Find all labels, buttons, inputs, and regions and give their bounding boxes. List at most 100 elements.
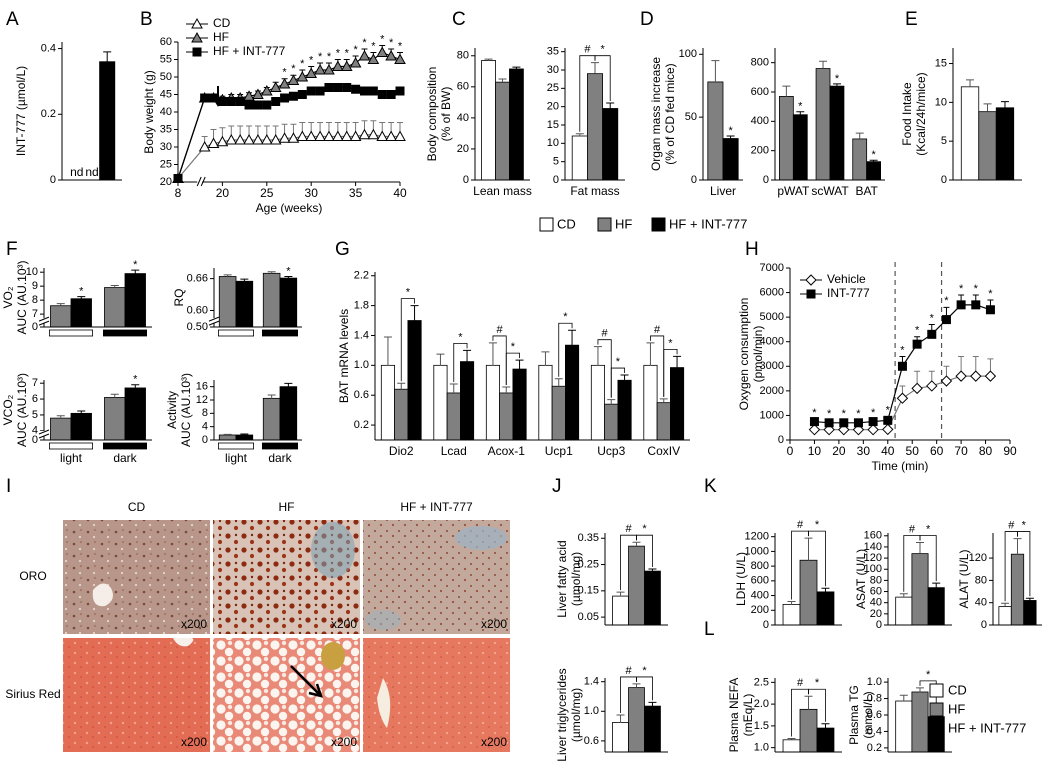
error-bar [575,133,584,136]
bar [99,61,116,181]
marker [296,70,309,82]
error-bar [463,349,472,362]
marker [806,289,816,299]
significance: * [616,356,621,368]
bar [978,111,997,181]
x-tick-label: Fat mass [570,184,619,198]
significance: * [458,331,463,343]
bar [866,161,882,181]
y-tick-label: 80 [975,574,987,586]
magnification: x200 [481,735,507,749]
significance: * [79,286,84,298]
significance: * [798,101,803,113]
error-bar [616,591,625,597]
marker [269,133,282,145]
bar [565,344,580,441]
y-tick-label: 60 [457,81,469,93]
y-tick-label: 1.0 [867,676,882,688]
y-tick-label: 100 [679,48,697,60]
row-label: ORO [19,569,46,583]
y-tick-label: 0.6 [867,709,882,721]
marker [331,130,344,141]
magnification: x200 [181,735,207,749]
error-bar [56,415,65,419]
y-tick-label: 20 [160,176,172,188]
significance-bracket [663,348,678,397]
significance: * [915,325,920,337]
marker [912,339,922,349]
marker [805,274,817,286]
legend-swatch [651,217,666,232]
y-tick-label: 60 [160,36,172,48]
y-tick-label: 0 [876,619,882,631]
marker [340,60,353,71]
marker [262,100,272,110]
marker [191,17,203,29]
y-axis-label: ALAT (U/L) [957,550,971,609]
y-tick-label: 0 [32,321,38,333]
bar [235,280,254,328]
legend-label: HF + INT-777 [213,44,286,58]
bar [509,68,524,181]
x-tick-label: 30 [305,186,319,200]
y-tick-label: 3000 [760,360,784,372]
error-bar [502,386,511,393]
error-bar [832,83,841,87]
y-tick-label: 0.8 [867,692,882,704]
error-bar [726,135,735,139]
significance: * [812,407,817,419]
significance: * [988,288,993,300]
bar [707,81,724,181]
error-bar [515,359,524,370]
bar [911,553,929,626]
significance-bracket [1017,531,1031,597]
significance: # [497,324,504,336]
marker [252,88,264,99]
error-bar [240,278,249,282]
error-bar [804,537,813,561]
bar [104,287,126,328]
error-bar [606,102,615,109]
axis-break [208,316,220,326]
bar [617,379,632,441]
vessel [92,583,113,607]
significance-bracket [919,535,937,582]
x-tick-label: CoxIV [647,444,680,458]
error-bar [284,275,293,279]
significance-bracket [505,352,520,385]
bar [279,277,298,328]
y-axis-label: Liver triglycerides [555,668,569,761]
error-bar [607,399,616,405]
y-axis-label: ASAT (U/L) [854,549,868,609]
x-tick-label: 80 [979,444,993,458]
bar [604,403,619,441]
marker [331,60,344,71]
magnification: x200 [331,735,357,749]
x-tick-label: 8 [175,186,182,200]
y-tick-label: 5 [553,156,559,168]
bar [602,108,619,181]
marker [340,130,353,141]
marker [191,31,203,43]
y-tick-label: 55 [160,53,172,65]
y-tick-label: 2.2 [354,270,369,282]
bar [235,434,254,441]
bar [628,545,645,626]
significance: * [398,40,403,52]
y-tick-label: 1.0 [584,705,599,717]
marker [386,90,396,99]
marker [173,174,183,183]
marker [271,97,281,106]
marker [395,86,405,96]
marker [278,132,291,143]
significance-bracket [558,322,573,377]
y-tick-label: 7 [32,377,38,389]
marker [385,130,397,141]
y-tick-label: 0 [763,174,769,186]
error-bar [787,600,796,605]
y-axis-label: (µmol/mg) [569,552,583,606]
bar [816,727,835,753]
legend-swatch [929,721,944,736]
marker [252,133,264,145]
